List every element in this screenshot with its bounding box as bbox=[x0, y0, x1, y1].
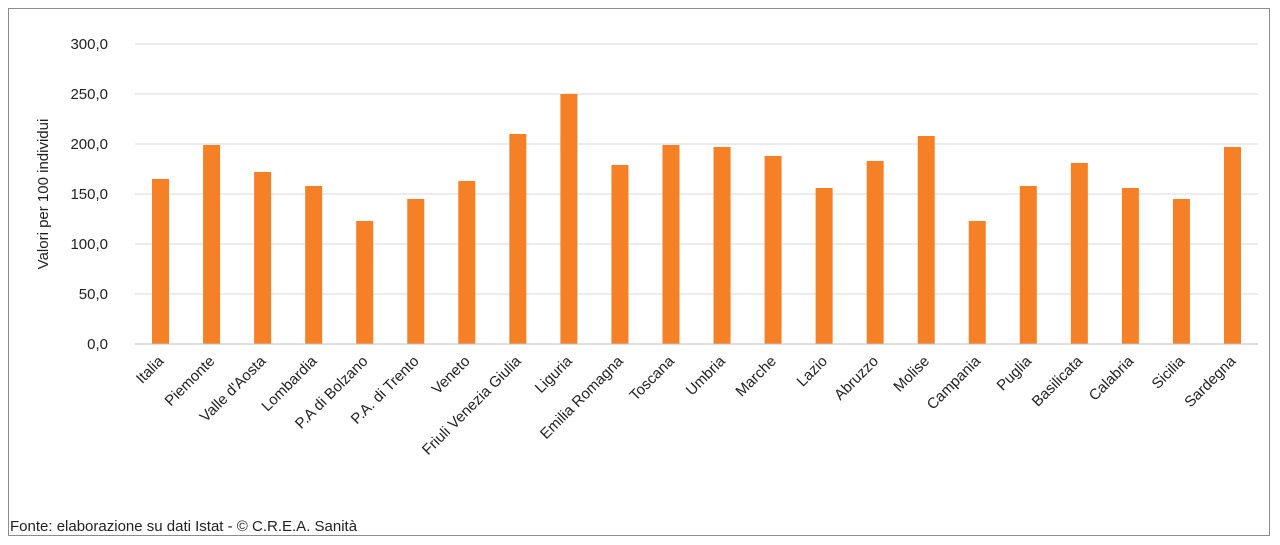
bar bbox=[1070, 163, 1088, 344]
bar bbox=[509, 134, 527, 344]
bar bbox=[1223, 147, 1241, 344]
source-note: Fonte: elaborazione su dati Istat - © C.… bbox=[10, 518, 358, 535]
bar bbox=[1172, 199, 1190, 344]
x-category-label: Liguria bbox=[532, 352, 576, 396]
bar bbox=[917, 136, 935, 344]
x-category-label: Molise bbox=[890, 353, 933, 396]
y-tick-label: 200,0 bbox=[70, 136, 108, 153]
y-axis-title: Valori per 100 individui bbox=[35, 119, 52, 270]
x-category-label: Toscana bbox=[626, 352, 678, 404]
x-category-label: Sicilia bbox=[1149, 352, 1189, 392]
bar bbox=[713, 147, 731, 344]
y-tick-label: 300,0 bbox=[70, 36, 108, 53]
y-tick-label: 150,0 bbox=[70, 186, 108, 203]
x-category-label: Puglia bbox=[994, 352, 1036, 394]
bar bbox=[407, 199, 425, 344]
bar bbox=[203, 145, 221, 344]
bar bbox=[764, 156, 782, 344]
x-category-label: Umbria bbox=[683, 352, 730, 399]
y-tick-label: 250,0 bbox=[70, 86, 108, 103]
bar bbox=[968, 221, 986, 344]
bar bbox=[254, 172, 272, 344]
bar bbox=[815, 188, 833, 344]
y-tick-label: 100,0 bbox=[70, 236, 108, 253]
bar bbox=[1019, 186, 1037, 344]
x-category-label: Marche bbox=[732, 353, 779, 400]
bar bbox=[611, 165, 629, 344]
bar bbox=[662, 145, 680, 344]
bar bbox=[458, 181, 476, 344]
bar bbox=[560, 94, 578, 344]
x-category-label: Veneto bbox=[429, 353, 474, 398]
bar bbox=[1121, 188, 1139, 344]
bar bbox=[356, 221, 374, 344]
x-category-label: Abruzzo bbox=[831, 353, 882, 404]
x-category-label: Italia bbox=[133, 352, 168, 387]
x-category-label: Sardegna bbox=[1181, 352, 1239, 410]
bars bbox=[152, 94, 1241, 344]
x-category-label: Calabria bbox=[1086, 352, 1138, 404]
x-category-label: Lazio bbox=[794, 353, 831, 390]
bar bbox=[305, 186, 323, 344]
y-axis-ticks: 0,0 50,0 100,0 150,0 200,0 250,0 300,0 bbox=[70, 36, 108, 353]
bar bbox=[866, 161, 884, 344]
y-tick-label: 0,0 bbox=[87, 336, 108, 353]
x-category-label: Campania bbox=[924, 352, 985, 413]
x-category-label: Friuli Venezia Giulia bbox=[419, 352, 525, 458]
bar bbox=[152, 179, 170, 344]
y-tick-label: 50,0 bbox=[79, 286, 108, 303]
gridlines bbox=[135, 43, 1258, 295]
x-category-label: Basilicata bbox=[1029, 352, 1087, 410]
chart-frame bbox=[8, 8, 1270, 536]
